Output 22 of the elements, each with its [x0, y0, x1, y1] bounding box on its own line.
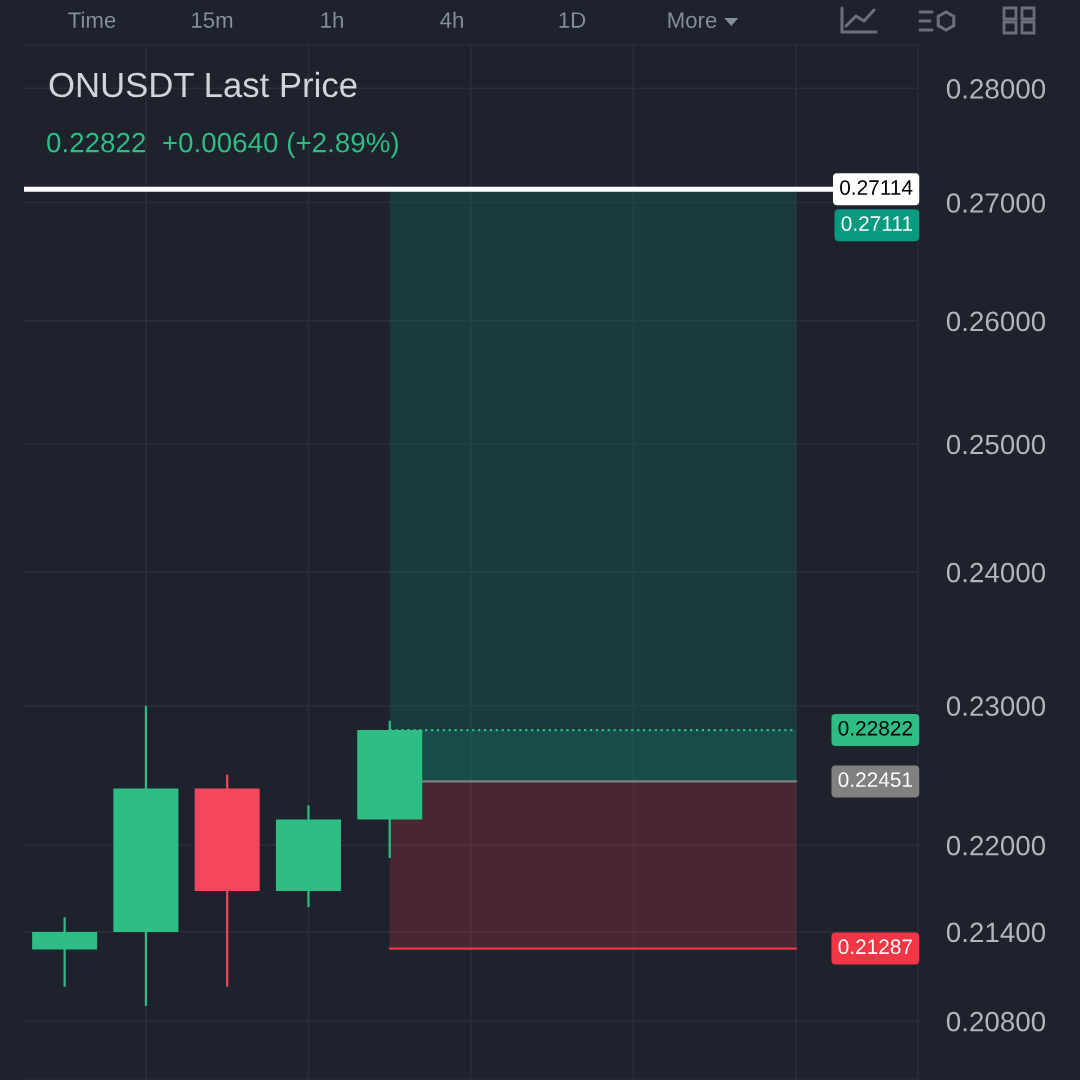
- band-label: 0.21287: [838, 939, 912, 955]
- text: Time: [68, 11, 116, 28]
- y-tick-label: 0.26000: [946, 311, 1046, 332]
- text: 4h: [440, 11, 463, 28]
- y-tick-label: 0.28000: [946, 79, 1046, 99]
- ref-line-label: 0.22822: [838, 720, 912, 736]
- text: 1h: [321, 11, 343, 28]
- text: 1D: [559, 12, 586, 28]
- text: ONUSDT Last Price: [49, 71, 357, 98]
- y-tick-label: 0.23000: [946, 696, 1046, 716]
- text: 0.22822 +0.00640 (+2.89%): [47, 132, 398, 158]
- text: 15m: [192, 12, 233, 28]
- ref-line-label: 0.22451: [838, 772, 912, 788]
- band-label: 0.27111: [841, 216, 912, 231]
- ref-line-label: 0.27114: [840, 180, 913, 195]
- y-tick-label: 0.20800: [946, 1011, 1046, 1032]
- y-tick-label: 0.27000: [946, 193, 1046, 213]
- y-tick-label: 0.24000: [946, 562, 1046, 583]
- y-tick-label: 0.25000: [946, 434, 1046, 455]
- text: More: [668, 12, 717, 28]
- y-tick-label: 0.21400: [946, 922, 1046, 943]
- y-tick-label: 0.22000: [946, 835, 1046, 856]
